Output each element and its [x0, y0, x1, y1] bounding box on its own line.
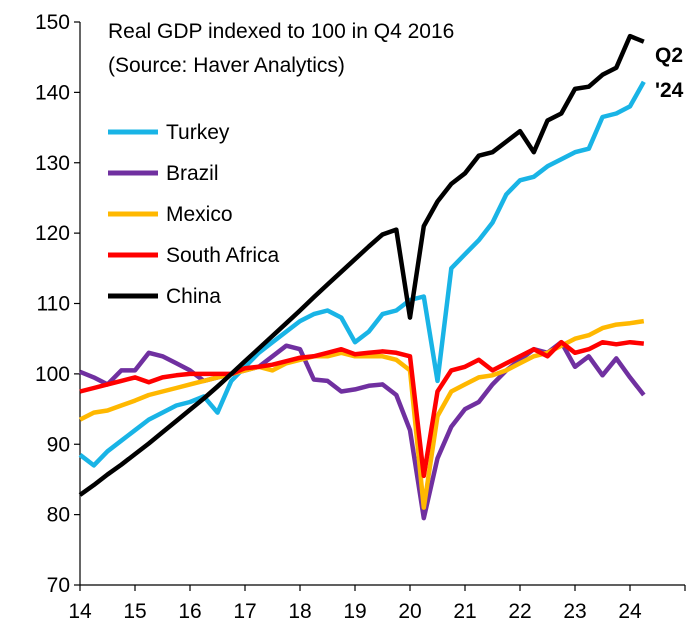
x-tick-label: 21 — [453, 600, 476, 623]
x-tick-label: 18 — [288, 600, 311, 623]
y-tick-label: 120 — [35, 222, 70, 245]
series-line-turkey — [78, 80, 646, 468]
annotation-year: '24 — [655, 79, 684, 102]
legend-label: Brazil — [166, 162, 219, 185]
legend-label: China — [166, 285, 221, 308]
x-axis-ticks: 14 15 16 17 18 19 20 21 22 23 24 — [68, 585, 686, 623]
series-line-south-africa — [79, 339, 645, 479]
y-tick-label: 150 — [35, 11, 70, 34]
x-tick-label: 17 — [233, 600, 256, 623]
x-tick-label: 14 — [68, 600, 92, 623]
legend-item-brazil: Brazil — [108, 162, 219, 185]
y-tick-label: 100 — [35, 363, 70, 386]
y-tick-label: 70 — [47, 574, 70, 597]
x-tick-label: 15 — [123, 600, 146, 623]
y-axis-ticks: 70 80 90 100 110 120 130 140 150 — [35, 11, 80, 597]
legend-item-mexico: Mexico — [108, 203, 233, 226]
x-tick-label: 20 — [398, 600, 421, 623]
chart-title: Real GDP indexed to 100 in Q4 2016 — [108, 20, 454, 43]
legend: Turkey Brazil Mexico South Africa China — [108, 121, 280, 308]
series-line-china — [78, 33, 645, 497]
legend-label: South Africa — [166, 244, 280, 267]
series-lines — [78, 33, 646, 521]
x-tick-label: 22 — [508, 600, 531, 623]
legend-item-turkey: Turkey — [108, 121, 230, 144]
y-tick-label: 110 — [37, 293, 70, 316]
x-tick-label: 23 — [563, 600, 586, 623]
y-tick-label: 90 — [47, 433, 70, 456]
y-tick-label: 130 — [35, 152, 70, 175]
y-tick-label: 80 — [47, 504, 70, 527]
x-tick-label: 24 — [618, 600, 642, 623]
y-tick-label: 140 — [35, 81, 70, 104]
annotation-q2: Q2 — [655, 44, 683, 67]
series-line-mexico — [78, 318, 645, 510]
x-tick-label: 19 — [343, 600, 366, 623]
legend-item-china: China — [108, 285, 221, 308]
chart-subtitle: (Source: Haver Analytics) — [108, 54, 345, 77]
legend-label: Turkey — [166, 121, 230, 144]
legend-label: Mexico — [166, 203, 233, 226]
x-tick-label: 16 — [178, 600, 201, 623]
legend-item-south-africa: South Africa — [108, 244, 280, 267]
